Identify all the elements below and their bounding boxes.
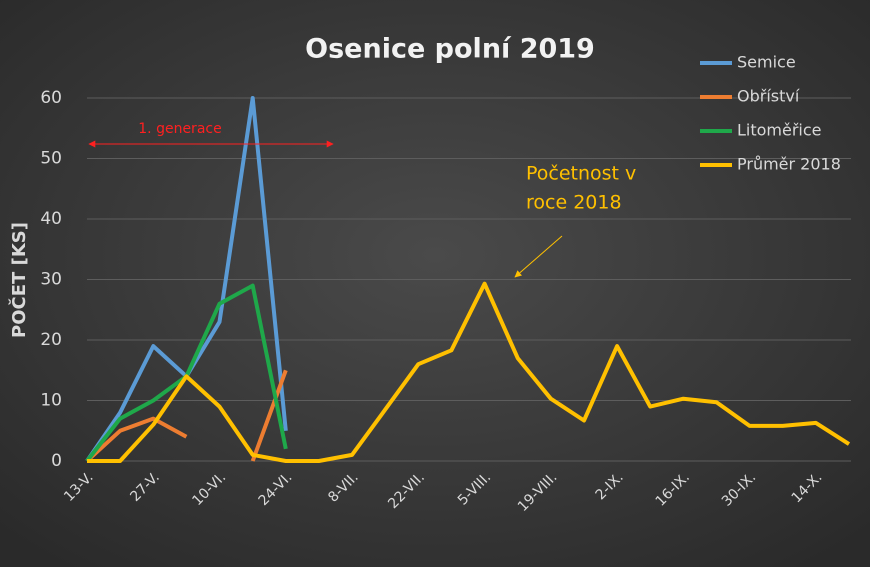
y-tick-label: 30 [40,270,62,290]
series-line [87,281,851,463]
annotation-text: Početnost v [526,163,636,185]
annotation-text: 1. generace [138,121,221,137]
annotation-arrow [514,235,563,278]
y-tick-label: 50 [40,149,62,169]
legend-label: Obříství [737,87,800,106]
series-line [85,369,288,463]
y-tick-label: 60 [40,88,62,108]
legend-label: Průměr 2018 [737,155,841,174]
legend-label: Semice [737,53,796,72]
y-tick-label: 10 [40,391,62,411]
legend-label: Litoměřice [737,121,822,140]
y-tick-label: 0 [51,451,62,471]
y-axis-label: POČET [KS] [8,222,30,338]
chart-title: Osenice polní 2019 [305,34,595,65]
y-tick-label: 20 [40,330,62,350]
annotation-text: roce 2018 [526,192,622,214]
y-tick-label: 40 [40,209,62,229]
